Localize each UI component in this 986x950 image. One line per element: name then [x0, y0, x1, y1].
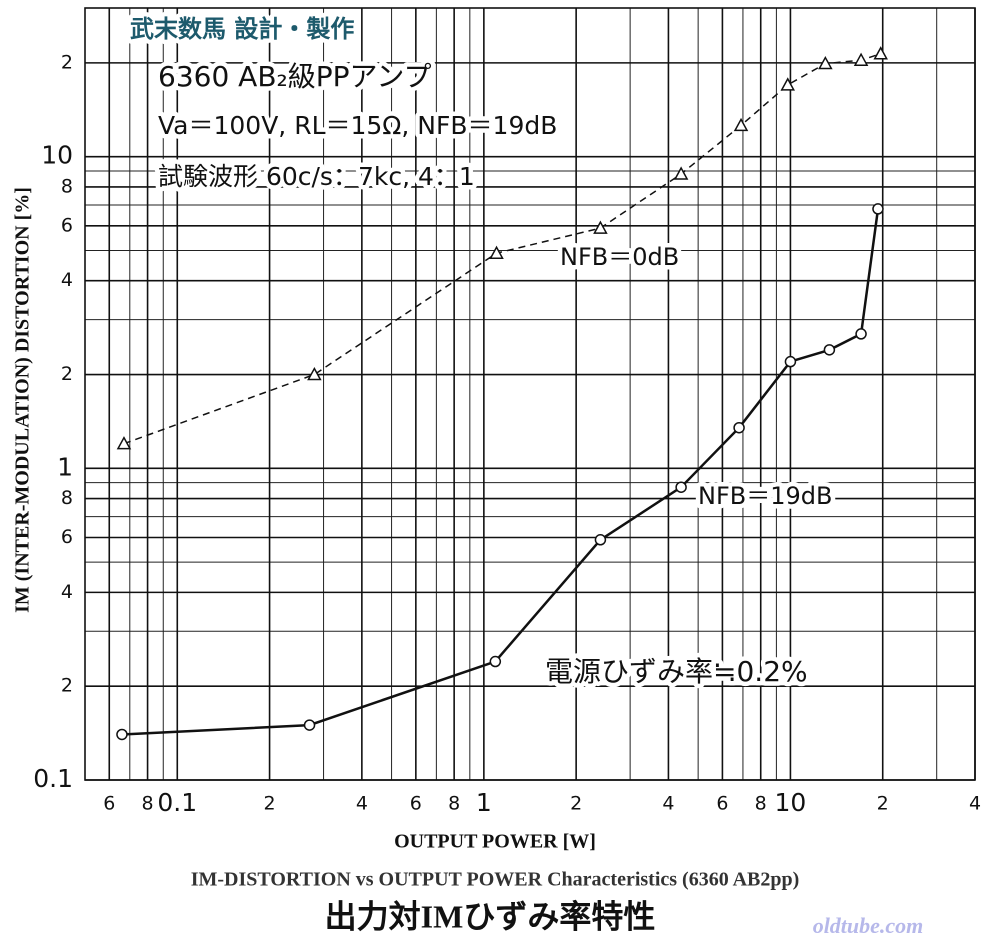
marker	[303, 719, 316, 731]
overlay: 武末数馬 設計・製作 6360 AB₂級PPアンプ Va＝100V, RL＝15…	[12, 11, 924, 939]
x-tick-label: 6	[716, 793, 728, 815]
marker	[784, 355, 797, 368]
watermark: oldtube.com	[813, 913, 924, 938]
marker	[116, 436, 132, 450]
plot-frame	[84, 7, 976, 781]
header-line: 武末数馬 設計・製作	[130, 15, 354, 43]
x-tick-label: 1	[476, 788, 492, 817]
marker	[853, 52, 869, 66]
x-tick-label: 8	[142, 793, 154, 815]
chart-title: 出力対IMひずみ率特性	[325, 898, 656, 934]
marker	[733, 421, 745, 434]
x-tick-label: 10	[775, 788, 807, 817]
y-tick-label: 2	[61, 675, 73, 697]
y-tick-label: 2	[61, 51, 73, 73]
x-tick-label: 8	[448, 793, 460, 815]
x-tick-label: 2	[570, 793, 582, 815]
annotation: 電源ひずみ率≒0.2%	[545, 655, 808, 688]
marker	[673, 166, 689, 180]
y-tick-label: 4	[61, 269, 73, 291]
marker	[818, 55, 833, 70]
x-tick-label: 4	[356, 793, 368, 815]
marker	[855, 328, 867, 340]
marker	[823, 344, 836, 356]
y-tick-label: 0.1	[33, 764, 73, 793]
marker	[780, 77, 796, 91]
x-tick-label: 2	[877, 793, 889, 815]
series-label: NFB＝19dB	[698, 482, 832, 510]
y-tick-label: 6	[61, 214, 73, 236]
marker	[594, 534, 607, 546]
marker	[593, 220, 608, 234]
series-line	[121, 208, 880, 736]
y-tick-label: 8	[61, 175, 73, 197]
x-tick-label: 2	[264, 793, 276, 815]
x-tick-label: 8	[755, 793, 767, 815]
subtitle: IM-DISTORTION vs OUTPUT POWER Characteri…	[191, 869, 800, 891]
x-tick-label: 6	[410, 793, 422, 815]
y-tick-label: 1	[57, 452, 73, 481]
header-line: 6360 AB₂級PPアンプ	[158, 60, 432, 93]
y-tick-label: 6	[61, 526, 73, 548]
marker	[116, 728, 128, 741]
x-axis-label: OUTPUT POWER [W]	[394, 831, 596, 853]
marker	[307, 366, 322, 381]
series-line	[123, 52, 881, 445]
y-axis-label: IM (INTER-MODULATION) DISTORTION [%]	[12, 187, 34, 613]
marker	[872, 203, 884, 215]
marker	[489, 245, 504, 259]
x-tick-label: 0.1	[157, 788, 197, 817]
x-tick-label: 6	[103, 793, 115, 815]
y-tick-label: 10	[41, 141, 73, 170]
header-line: Va＝100V, RL＝15Ω, NFB＝19dB	[158, 111, 557, 140]
marker	[733, 117, 749, 132]
header-line: 試験波形 60c/s：7kc, 4：1	[158, 162, 475, 191]
x-tick-label: 4	[969, 793, 981, 815]
series-label: NFB＝0dB	[560, 243, 679, 271]
x-tick-label: 4	[662, 793, 674, 815]
marker	[873, 46, 888, 60]
y-tick-label: 2	[61, 363, 73, 385]
marker	[675, 481, 687, 493]
y-tick-label: 8	[61, 487, 73, 509]
y-tick-label: 4	[61, 581, 73, 603]
marker	[489, 655, 502, 668]
